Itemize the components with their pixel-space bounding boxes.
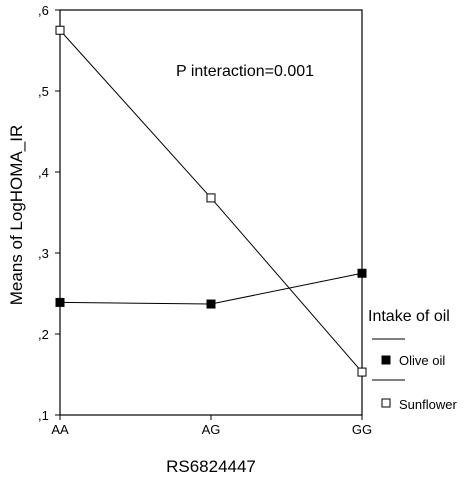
y-tick-label: ,6 [38, 3, 49, 18]
data-point-olive-oil [55, 297, 65, 307]
y-axis: ,1 ,2 ,3 ,4 ,5 ,6 [38, 3, 60, 423]
y-tick-label: ,5 [38, 84, 49, 99]
data-point-sunflower [206, 193, 216, 203]
y-tick-label: ,3 [38, 246, 49, 261]
x-tick-label: GG [352, 422, 372, 437]
legend-label-sunflower: Sunflower [399, 397, 457, 412]
y-tick-label: ,4 [38, 165, 49, 180]
x-axis-title: RS6824447 [166, 457, 256, 476]
y-axis-title: Means of LogHOMA_IR [7, 125, 26, 305]
annotation-text: P interaction=0.001 [176, 63, 314, 80]
legend-marker-sunflower [381, 398, 391, 408]
legend: Intake of oil Olive oil Sunflower [368, 308, 457, 412]
data-point-sunflower [357, 367, 367, 377]
data-point-olive-oil [357, 268, 367, 278]
legend-label-olive-oil: Olive oil [399, 353, 445, 368]
series-markers [55, 25, 367, 377]
series-line-olive-oil [59, 272, 363, 305]
y-tick-label: ,2 [38, 327, 49, 342]
x-tick-label: AA [51, 422, 69, 437]
legend-title: Intake of oil [368, 308, 450, 325]
y-tick-label: ,1 [38, 408, 49, 423]
data-point-olive-oil [206, 299, 216, 309]
x-tick-label: AG [202, 422, 221, 437]
legend-marker-olive-oil [381, 355, 391, 365]
x-axis: AA AG GG [51, 415, 372, 437]
data-point-sunflower [55, 25, 65, 35]
